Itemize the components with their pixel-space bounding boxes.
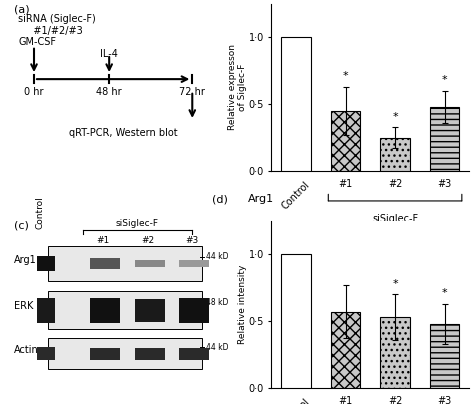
Text: #2: #2: [141, 236, 155, 245]
Bar: [430, 107, 459, 171]
Text: 44 kD: 44 kD: [206, 252, 228, 261]
Bar: [37, 298, 55, 323]
Bar: [180, 347, 209, 360]
Y-axis label: Relative expresson
of Siglec-F: Relative expresson of Siglec-F: [228, 44, 247, 130]
Text: 48 hr: 48 hr: [96, 88, 122, 97]
Bar: [91, 298, 120, 323]
Text: qRT-PCR, Western blot: qRT-PCR, Western blot: [69, 128, 177, 137]
Text: *: *: [442, 76, 447, 86]
Text: #3: #3: [186, 236, 199, 245]
Text: Control: Control: [280, 396, 312, 404]
Bar: [180, 260, 209, 267]
Bar: [135, 347, 164, 360]
Text: siSiglec-F: siSiglec-F: [372, 214, 418, 224]
Bar: [380, 317, 410, 388]
Text: 44 kD: 44 kD: [206, 343, 228, 352]
Text: #1: #1: [97, 236, 110, 245]
Text: GM-CSF: GM-CSF: [18, 38, 56, 47]
Text: Control: Control: [36, 197, 45, 229]
Bar: [91, 258, 120, 269]
Bar: [380, 137, 410, 171]
Text: *: *: [442, 288, 447, 299]
Bar: [37, 347, 55, 360]
Bar: [180, 298, 209, 323]
Text: *: *: [343, 72, 348, 82]
Bar: [48, 246, 202, 281]
Text: ERK: ERK: [14, 301, 34, 311]
Text: #3: #3: [438, 396, 452, 404]
Text: #2: #2: [388, 396, 402, 404]
Bar: [331, 111, 360, 171]
Text: #1: #1: [338, 396, 353, 404]
Text: *: *: [392, 112, 398, 122]
Text: (d): (d): [212, 194, 228, 204]
Text: 72 hr: 72 hr: [179, 88, 205, 97]
Text: (c): (c): [14, 221, 29, 231]
Text: siSiglec-F: siSiglec-F: [115, 219, 158, 227]
Text: #1/#2/#3: #1/#2/#3: [24, 26, 83, 36]
Text: 48 kD: 48 kD: [206, 298, 228, 307]
Bar: [331, 312, 360, 388]
Bar: [37, 256, 55, 271]
Bar: [48, 291, 202, 329]
Text: IL-4: IL-4: [100, 49, 118, 59]
Text: *: *: [392, 279, 398, 289]
Bar: [430, 324, 459, 388]
Text: siRNA (Siglec-F): siRNA (Siglec-F): [18, 14, 96, 24]
Y-axis label: Relative intensity: Relative intensity: [238, 265, 247, 344]
Bar: [135, 260, 164, 267]
Text: #2: #2: [388, 179, 402, 189]
Text: #3: #3: [438, 179, 452, 189]
Text: Control: Control: [280, 179, 312, 211]
Text: Actin: Actin: [14, 345, 39, 356]
Text: #1: #1: [338, 179, 353, 189]
Text: Arg1: Arg1: [14, 255, 37, 265]
Bar: [281, 38, 311, 171]
Bar: [91, 347, 120, 360]
Text: 0 hr: 0 hr: [24, 88, 44, 97]
Bar: [281, 255, 311, 388]
Bar: [135, 299, 164, 322]
Text: (a): (a): [14, 4, 30, 14]
Text: Arg1: Arg1: [248, 194, 274, 204]
Bar: [48, 338, 202, 370]
